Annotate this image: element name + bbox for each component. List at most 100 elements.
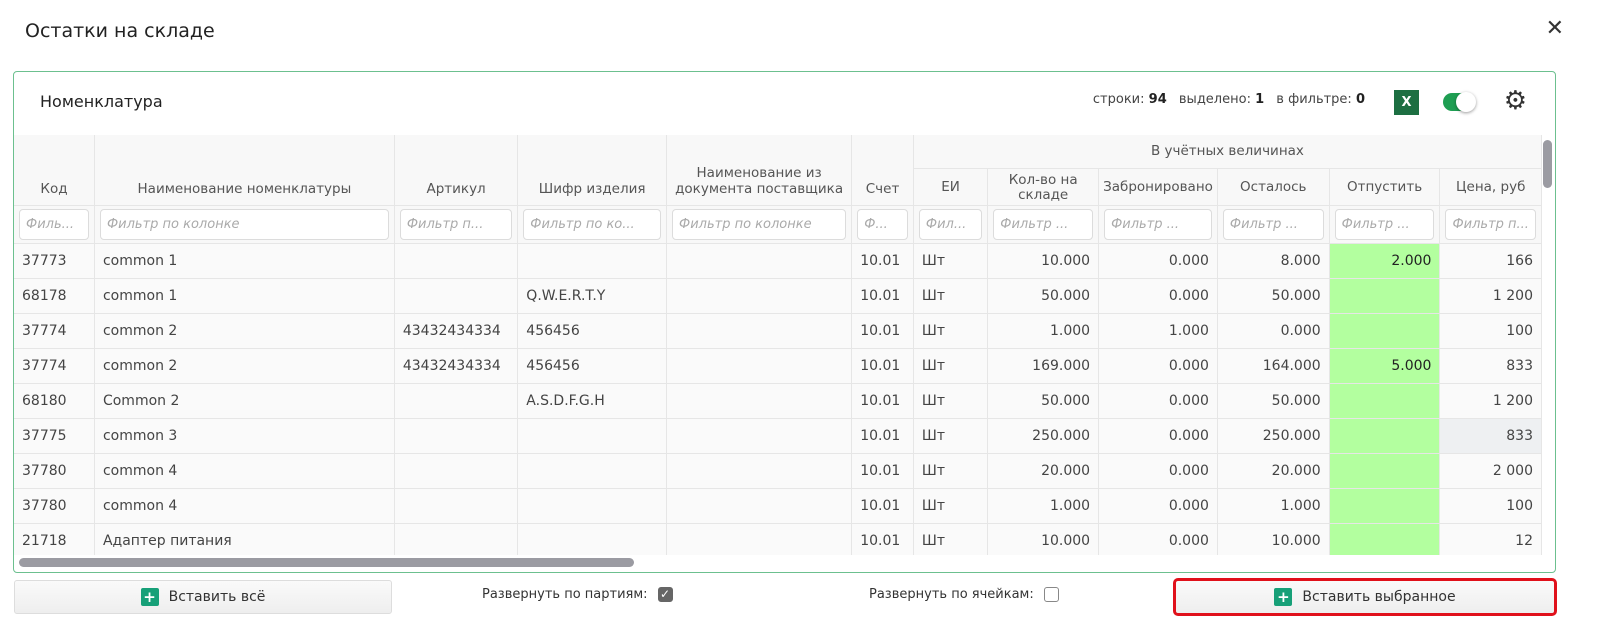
table-cell[interactable] <box>394 453 519 489</box>
table-cell[interactable]: 0.000 <box>1098 348 1218 384</box>
table-cell[interactable] <box>666 383 853 419</box>
table-cell[interactable]: 0.000 <box>1098 383 1218 419</box>
table-cell[interactable]: 43432434334 <box>394 348 519 384</box>
column-header[interactable]: Наименование номенклатуры <box>94 135 395 206</box>
table-row[interactable]: 37774 common 2 43432434334 456456 10.01 Шт 169… <box>14 348 1542 384</box>
table-row[interactable]: 68178 common 1 Q.W.E.R.T.Y 10.01 Шт 50.000 0.0… <box>14 278 1542 314</box>
table-cell[interactable]: common 4 <box>94 488 395 524</box>
column-filter-input[interactable]: Фильтр ... <box>1334 208 1435 240</box>
table-cell[interactable]: 37774 <box>14 348 95 384</box>
expand-batches-checkbox[interactable]: Развернуть по партиям: ✓ <box>482 587 673 602</box>
table-cell[interactable]: Шт <box>913 453 989 489</box>
table-cell[interactable]: Шт <box>913 523 989 555</box>
table-cell[interactable] <box>666 278 853 314</box>
table-row[interactable]: 68180 Common 2 A.S.D.F.G.H 10.01 Шт 50.000 0.0… <box>14 383 1542 419</box>
table-cell[interactable]: 164.000 <box>1217 348 1330 384</box>
table-cell[interactable]: 10.01 <box>851 418 914 454</box>
table-cell[interactable] <box>394 383 519 419</box>
table-cell[interactable]: 1.000 <box>987 313 1100 349</box>
table-cell[interactable]: 37780 <box>14 488 95 524</box>
table-cell[interactable]: 10.01 <box>851 348 914 384</box>
table-cell[interactable]: 10.01 <box>851 523 914 555</box>
table-cell[interactable]: Адаптер питания <box>94 523 395 555</box>
table-cell[interactable]: 166 <box>1439 243 1542 279</box>
table-cell[interactable]: A.S.D.F.G.H <box>517 383 668 419</box>
table-cell[interactable]: 20.000 <box>1217 453 1330 489</box>
column-header[interactable]: ЕИ <box>913 168 989 206</box>
checkbox-checked[interactable]: ✓ <box>657 587 673 602</box>
insert-all-button[interactable]: + Вставить всё <box>14 580 392 614</box>
table-cell[interactable]: 21718 <box>14 523 95 555</box>
table-cell[interactable]: 100 <box>1439 313 1542 349</box>
column-header[interactable]: Забронировано <box>1098 168 1218 206</box>
column-header[interactable]: Код <box>14 135 95 206</box>
column-filter-input[interactable]: Фильтр по колонке <box>99 208 389 240</box>
table-cell[interactable]: 250.000 <box>987 418 1100 454</box>
table-cell[interactable]: 10.01 <box>851 313 914 349</box>
table-cell[interactable]: 12 <box>1439 523 1542 555</box>
table-cell[interactable]: 50.000 <box>1217 383 1330 419</box>
column-filter-input[interactable]: Фильтр по ко... <box>523 208 662 240</box>
table-cell[interactable] <box>1329 278 1441 314</box>
table-row[interactable]: 37774 common 2 43432434334 456456 10.01 Шт 1.0… <box>14 313 1542 349</box>
table-cell[interactable]: 37775 <box>14 418 95 454</box>
table-cell[interactable]: 50.000 <box>987 383 1100 419</box>
column-header[interactable]: Артикул <box>394 135 519 206</box>
column-filter-input[interactable]: Фильтр ... <box>993 208 1094 240</box>
table-cell[interactable] <box>517 243 668 279</box>
table-cell[interactable]: 1.000 <box>1217 488 1330 524</box>
table-cell[interactable]: 68178 <box>14 278 95 314</box>
table-cell[interactable]: 1 200 <box>1439 383 1542 419</box>
column-header[interactable]: Шифр изделия <box>517 135 668 206</box>
table-cell[interactable]: common 4 <box>94 453 395 489</box>
table-cell[interactable]: common 1 <box>94 278 395 314</box>
table-cell[interactable]: 0.000 <box>1098 418 1218 454</box>
table-cell[interactable]: 0.000 <box>1098 488 1218 524</box>
table-cell[interactable]: Q.W.E.R.T.Y <box>517 278 668 314</box>
column-filter-input[interactable]: Фильтр ... <box>1104 208 1212 240</box>
table-cell[interactable]: 37773 <box>14 243 95 279</box>
column-filter-input[interactable]: Фильтр п... <box>1445 208 1536 240</box>
table-cell[interactable]: 2 000 <box>1439 453 1542 489</box>
table-row[interactable]: 37780 common 4 10.01 Шт 1.000 0.000 1.000 100 <box>14 488 1542 524</box>
table-cell[interactable] <box>394 418 519 454</box>
column-filter-input[interactable]: Фильтр п... <box>399 208 513 240</box>
table-cell[interactable] <box>666 453 853 489</box>
gear-icon[interactable]: ⚙ <box>1503 86 1527 116</box>
table-cell[interactable] <box>517 453 668 489</box>
excel-export-icon[interactable]: X <box>1394 90 1419 115</box>
table-cell[interactable] <box>394 243 519 279</box>
table-cell[interactable]: 0.000 <box>1217 313 1330 349</box>
table-cell[interactable]: 2.000 <box>1329 243 1441 279</box>
table-cell[interactable]: 10.01 <box>851 488 914 524</box>
table-cell[interactable] <box>1329 313 1441 349</box>
table-cell[interactable] <box>666 488 853 524</box>
table-cell[interactable] <box>394 278 519 314</box>
table-cell[interactable]: Шт <box>913 418 989 454</box>
table-cell[interactable]: 10.000 <box>987 523 1100 555</box>
table-cell[interactable]: 10.000 <box>987 243 1100 279</box>
column-filter-input[interactable]: Фильтр по колонке <box>672 208 847 240</box>
table-cell[interactable] <box>394 488 519 524</box>
column-header[interactable]: Осталось <box>1217 168 1330 206</box>
table-cell[interactable]: 833 <box>1439 348 1542 384</box>
table-row[interactable]: 37775 common 3 10.01 Шт 250.000 0.000 250.000 8… <box>14 418 1542 454</box>
table-cell[interactable]: common 1 <box>94 243 395 279</box>
table-row[interactable]: 37780 common 4 10.01 Шт 20.000 0.000 20.000 2 0… <box>14 453 1542 489</box>
table-cell[interactable]: 37780 <box>14 453 95 489</box>
column-header[interactable]: Наименование из документа поставщика <box>666 135 853 206</box>
table-cell[interactable]: 100 <box>1439 488 1542 524</box>
table-cell[interactable]: 0.000 <box>1098 453 1218 489</box>
table-cell[interactable]: 1 200 <box>1439 278 1542 314</box>
column-filter-input[interactable]: Филь... <box>19 208 89 240</box>
table-cell[interactable] <box>666 243 853 279</box>
column-filter-input[interactable]: Фильтр ... <box>1222 208 1324 240</box>
column-filter-input[interactable]: Ф... <box>857 208 908 240</box>
checkbox-unchecked[interactable] <box>1043 587 1059 602</box>
table-cell[interactable] <box>517 418 668 454</box>
table-cell[interactable]: 169.000 <box>987 348 1100 384</box>
table-cell[interactable]: 833 <box>1439 418 1542 454</box>
table-cell[interactable]: 10.01 <box>851 278 914 314</box>
table-cell[interactable] <box>666 313 853 349</box>
table-cell[interactable]: 1.000 <box>1098 313 1218 349</box>
